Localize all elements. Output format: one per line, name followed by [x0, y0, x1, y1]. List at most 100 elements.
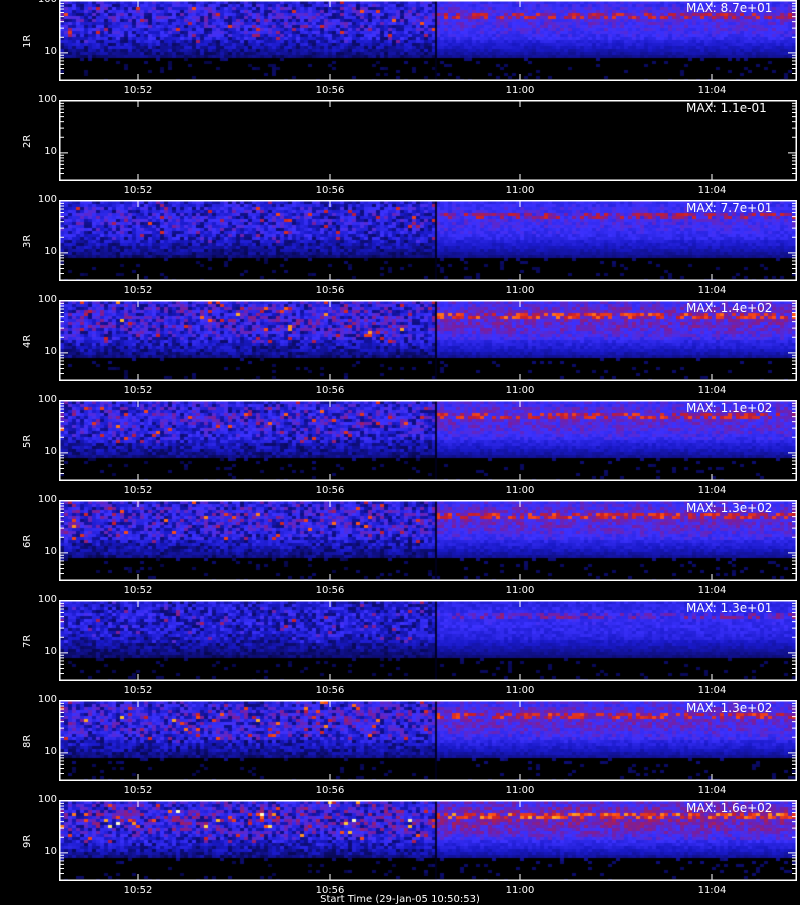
x-tick-label: 11:00: [505, 585, 535, 596]
panel-axes: [59, 600, 797, 681]
y-tick-label: 10: [44, 345, 57, 357]
max-label: MAX: 1.3e+01: [686, 601, 773, 615]
x-tick-label: 11:00: [505, 185, 535, 196]
x-tick-label: 11:00: [505, 785, 535, 796]
x-tick-label: 10:56: [315, 785, 345, 796]
spectrogram-heatmap: [60, 101, 796, 180]
x-tick-label: 11:04: [697, 285, 727, 296]
x-tick-label: 10:52: [123, 785, 153, 796]
x-tick-label: 10:56: [315, 585, 345, 596]
panel-axes: [59, 0, 797, 81]
panel-axes: [59, 400, 797, 481]
y-tick-label: 10: [44, 745, 57, 757]
x-tick-label: 11:04: [697, 385, 727, 396]
plot-area: [59, 400, 797, 481]
x-tick-label: 10:56: [315, 385, 345, 396]
y-tick-label: 10: [44, 545, 57, 557]
panel-axes: [59, 200, 797, 281]
x-tick-label: 11:04: [697, 685, 727, 696]
y-tick-label: 100: [37, 694, 57, 705]
plot-frame: [59, 800, 797, 881]
x-tick-label: 10:56: [315, 85, 345, 96]
panel-axes: [59, 800, 797, 881]
x-tick-label: 10:52: [123, 585, 153, 596]
spectrogram-panel-8R: 100 10 10:52 10:56 11:00 11:04 8R MAX: 1.3e+02: [0, 694, 800, 800]
plot-frame: [59, 400, 797, 481]
x-tick-label: 11:00: [505, 285, 535, 296]
panel-axes: [59, 700, 797, 781]
x-tick-label: 10:52: [123, 485, 153, 496]
x-tick-label: 11:00: [505, 885, 535, 896]
x-tick-label: 11:00: [505, 685, 535, 696]
y-tick-label: 10: [44, 845, 57, 857]
spectrogram-heatmap: [60, 201, 796, 280]
plot-frame: [59, 0, 797, 81]
x-tick-label: 11:04: [697, 885, 727, 896]
spectrogram-panel-9R: 100 10 10:52 10:56 11:00 11:04 9R MAX: 1.6e+02: [0, 794, 800, 900]
spectrogram-panel-6R: 100 10 10:52 10:56 11:00 11:04 6R MAX: 1.3e+02: [0, 494, 800, 600]
y-tick-label: 10: [44, 245, 57, 257]
spectrogram-panel-3R: 100 10 10:52 10:56 11:00 11:04 3R MAX: 7.7e+01: [0, 194, 800, 300]
y-tick-label: 10: [44, 445, 57, 457]
panel-label: 5R: [22, 434, 33, 448]
max-label: MAX: 1.6e+02: [686, 801, 773, 815]
plot-frame: [59, 500, 797, 581]
plot-area: [59, 300, 797, 381]
panel-label: 2R: [22, 134, 33, 148]
spectrogram-heatmap: [60, 601, 796, 680]
plot-frame: [59, 600, 797, 681]
plot-frame: [59, 700, 797, 781]
x-tick-label: 10:52: [123, 385, 153, 396]
x-tick-label: 10:52: [123, 885, 153, 896]
x-tick-label: 11:04: [697, 785, 727, 796]
x-tick-label: 11:04: [697, 85, 727, 96]
max-label: MAX: 8.7e+01: [686, 1, 773, 15]
panel-label: 3R: [22, 234, 33, 248]
panel-label: 8R: [22, 734, 33, 748]
panel-axes: [59, 300, 797, 381]
max-label: MAX: 1.1e-01: [686, 101, 767, 115]
spectrogram-heatmap: [60, 701, 796, 780]
y-tick-label: 100: [37, 194, 57, 205]
max-label: MAX: 1.3e+02: [686, 501, 773, 515]
panel-label: 7R: [22, 634, 33, 648]
panel-label: 4R: [22, 334, 33, 348]
plot-area: [59, 100, 797, 181]
x-tick-label: 10:56: [315, 685, 345, 696]
panel-axes: [59, 100, 797, 181]
x-tick-label: 10:56: [315, 485, 345, 496]
plot-frame: [59, 300, 797, 381]
y-tick-label: 100: [29, 0, 57, 5]
y-tick-label: 10: [44, 145, 57, 157]
spectrogram-panel-7R: 100 10 10:52 10:56 11:00 11:04 7R MAX: 1.3e+01: [0, 594, 800, 700]
max-label: MAX: 7.7e+01: [686, 201, 773, 215]
x-tick-label: 10:52: [123, 685, 153, 696]
spectrogram-heatmap: [60, 801, 796, 880]
plot-area: [59, 200, 797, 281]
spectrogram-panel-5R: 100 10 10:52 10:56 11:00 11:04 5R MAX: 1.1e+02: [0, 394, 800, 500]
spectrogram-heatmap: [60, 301, 796, 380]
x-tick-label: 11:04: [697, 185, 727, 196]
plot-frame: [59, 200, 797, 281]
y-tick-label: 10: [44, 645, 57, 657]
x-tick-label: 10:52: [123, 185, 153, 196]
max-label: MAX: 1.3e+02: [686, 701, 773, 715]
plot-area: [59, 700, 797, 781]
x-tick-label: 10:56: [315, 885, 345, 896]
y-tick-label: 100: [37, 594, 57, 605]
x-tick-label: 11:00: [505, 385, 535, 396]
y-tick-label: 100: [37, 294, 57, 305]
plot-area: [59, 800, 797, 881]
y-tick-label: 100: [37, 494, 57, 505]
plot-area: [59, 600, 797, 681]
y-tick-label: 100: [37, 94, 57, 105]
max-label: MAX: 1.4e+02: [686, 301, 773, 315]
panel-axes: [59, 500, 797, 581]
max-label: MAX: 1.1e+02: [686, 401, 773, 415]
x-tick-label: 10:56: [315, 185, 345, 196]
x-tick-label: 10:56: [315, 285, 345, 296]
plot-area: [59, 500, 797, 581]
spectrogram-heatmap: [60, 1, 796, 80]
y-tick-label: 100: [37, 394, 57, 405]
